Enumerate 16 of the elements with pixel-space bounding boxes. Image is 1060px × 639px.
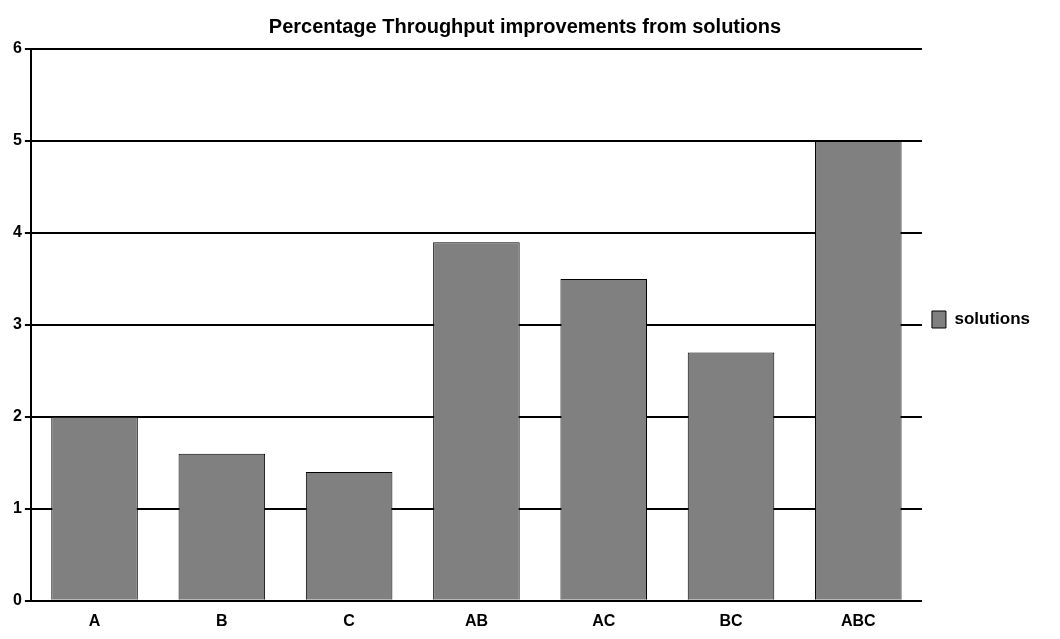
x-tick-label: BC <box>719 611 744 629</box>
y-tick-label: 6 <box>12 39 22 57</box>
y-tick-label: 3 <box>12 315 22 333</box>
x-tick-label: A <box>88 611 101 629</box>
x-tick-label: AC <box>592 611 616 629</box>
chart-title: Percentage Throughput improvements from solutions <box>268 14 782 37</box>
y-tick-label: 1 <box>12 499 22 517</box>
y-tick-label: 2 <box>12 407 22 425</box>
y-tick-label: 5 <box>12 131 22 149</box>
x-tick-label: B <box>216 611 228 629</box>
x-tick-label: C <box>343 611 356 629</box>
legend-label: solutions <box>954 309 1031 329</box>
x-tick-label: AB <box>464 611 488 629</box>
y-tick-label: 0 <box>12 591 22 609</box>
x-tick-label: ABC <box>840 611 877 629</box>
y-tick-label: 4 <box>12 223 22 241</box>
